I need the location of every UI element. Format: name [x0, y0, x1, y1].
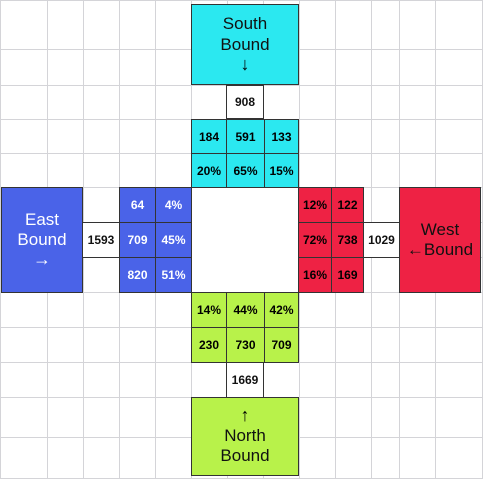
east-pct-right: 51%	[155, 257, 192, 293]
east-bound-line2: Bound	[17, 230, 66, 250]
south-count-right: 133	[264, 119, 299, 154]
east-count-right: 820	[119, 257, 156, 293]
north-count-right: 709	[264, 327, 299, 363]
north-count-through: 730	[226, 327, 265, 363]
south-bound-line1: South	[223, 14, 267, 34]
south-pct-through: 65%	[226, 153, 265, 188]
west-pct-through: 72%	[298, 222, 332, 258]
west-bound-line1: West	[421, 220, 459, 240]
west-count-left: 122	[331, 187, 364, 223]
south-count-through: 591	[226, 119, 265, 154]
arrow-right-icon: →	[33, 250, 51, 270]
arrow-up-icon: ↑	[241, 406, 250, 426]
south-count-left: 184	[191, 119, 227, 154]
west-bound-label: West ←Bound	[399, 187, 481, 293]
west-pct-left: 12%	[298, 187, 332, 223]
arrow-down-icon: ↓	[241, 55, 250, 75]
south-bound-line2: Bound	[220, 35, 269, 55]
intersection-center	[191, 187, 299, 293]
west-count-through: 738	[331, 222, 364, 258]
east-bound-line1: East	[25, 210, 59, 230]
south-bound-label: South Bound ↓	[191, 4, 299, 85]
east-count-left: 64	[119, 187, 156, 223]
south-pct-left: 20%	[191, 153, 227, 188]
west-pct-right: 16%	[298, 257, 332, 293]
east-pct-left: 4%	[155, 187, 192, 223]
north-count-left: 230	[191, 327, 227, 363]
east-count-through: 709	[119, 222, 156, 258]
north-bound-line2: Bound	[220, 446, 269, 466]
west-total: 1029	[363, 222, 400, 258]
north-total: 1669	[226, 362, 264, 398]
north-pct-through: 44%	[226, 292, 265, 328]
north-pct-left: 14%	[191, 292, 227, 328]
east-pct-through: 45%	[155, 222, 192, 258]
south-pct-right: 15%	[264, 153, 299, 188]
west-count-right: 169	[331, 257, 364, 293]
west-bound-line2: ←Bound	[407, 240, 473, 260]
south-total: 908	[226, 85, 264, 119]
east-bound-label: East Bound →	[1, 187, 83, 293]
east-total: 1593	[82, 222, 120, 258]
north-bound-line1: North	[224, 426, 266, 446]
north-pct-right: 42%	[264, 292, 299, 328]
north-bound-label: ↑ North Bound	[191, 397, 299, 476]
